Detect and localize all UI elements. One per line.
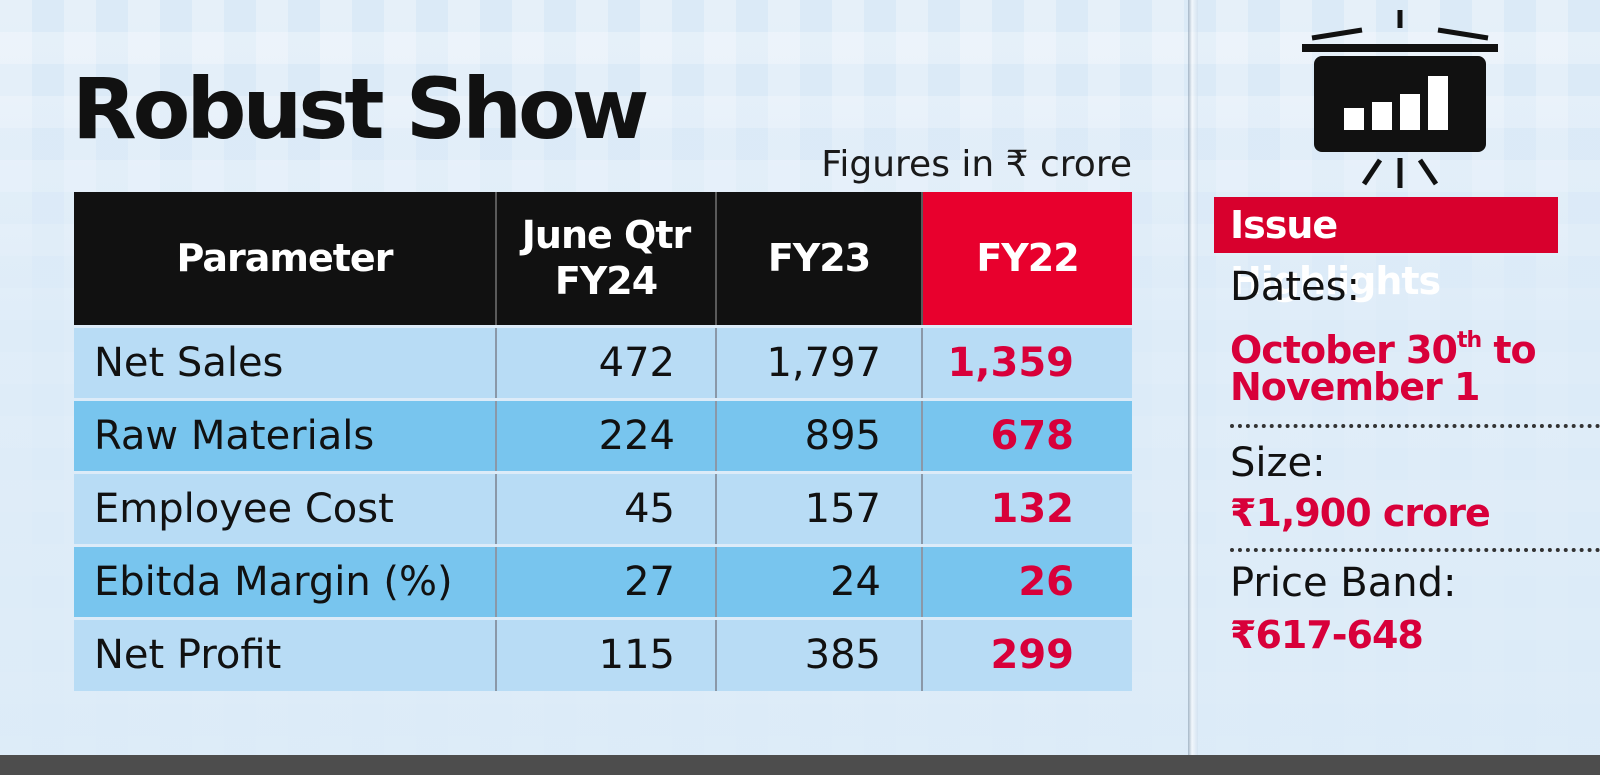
- dates-value-post: to: [1481, 328, 1536, 372]
- dotted-separator: [1230, 548, 1600, 552]
- header-june-line2: FY24: [554, 259, 658, 304]
- bottom-bar: [0, 755, 1600, 775]
- header-parameter: Parameter: [74, 192, 497, 326]
- header-june-line1: June Qtr: [521, 213, 691, 258]
- row-fy22: 26: [922, 543, 1132, 618]
- row-june: 115: [496, 616, 717, 691]
- presentation-chart-icon-svg: [1302, 10, 1498, 188]
- row-param: Ebitda Margin (%): [74, 543, 497, 618]
- table-row: Raw Materials 224 895 678: [74, 397, 1132, 472]
- price-band-value: ₹617-648: [1230, 613, 1424, 657]
- dotted-separator: [1230, 424, 1600, 428]
- row-june: 27: [496, 543, 717, 618]
- price-band-label: Price Band:: [1230, 560, 1457, 606]
- row-fy22: 1,359: [922, 324, 1132, 399]
- size-label: Size:: [1230, 440, 1326, 486]
- row-param: Net Sales: [74, 324, 497, 399]
- row-param: Net Profit: [74, 616, 497, 691]
- header-fy23: FY23: [716, 192, 923, 326]
- table-row: Employee Cost 45 157 132: [74, 470, 1132, 545]
- row-param: Employee Cost: [74, 470, 497, 545]
- dates-label: Dates:: [1230, 264, 1360, 310]
- dates-value-pre: October 30: [1230, 328, 1458, 372]
- header-fy22: FY22: [922, 192, 1132, 326]
- row-june: 45: [496, 470, 717, 545]
- row-fy22: 132: [922, 470, 1132, 545]
- header-june-qtr: June Qtr FY24: [496, 192, 717, 326]
- panel-divider: [1188, 0, 1198, 755]
- row-fy22: 299: [922, 616, 1132, 691]
- table-row: Net Sales 472 1,797 1,359: [74, 324, 1132, 399]
- presentation-chart-icon: [1302, 8, 1498, 190]
- row-fy23: 1,797: [716, 324, 923, 399]
- row-june: 472: [496, 324, 717, 399]
- financials-table: Parameter June Qtr FY24 FY23 FY22 Net Sa…: [74, 192, 1132, 691]
- table-header-row: Parameter June Qtr FY24 FY23 FY22: [74, 192, 1132, 326]
- table-row: Net Profit 115 385 299: [74, 616, 1132, 691]
- row-june: 224: [496, 397, 717, 472]
- row-fy23: 157: [716, 470, 923, 545]
- row-fy23: 385: [716, 616, 923, 691]
- table-row: Ebitda Margin (%) 27 24 26: [74, 543, 1132, 618]
- page-title: Robust Show: [72, 60, 649, 158]
- issue-highlights-title: Issue Highlights: [1214, 197, 1558, 303]
- dates-value-sup: th: [1456, 328, 1482, 353]
- row-fy23: 895: [716, 397, 923, 472]
- row-param: Raw Materials: [74, 397, 497, 472]
- dates-value-line1: October 30th to: [1230, 318, 1537, 373]
- size-value: ₹1,900 crore: [1230, 491, 1491, 535]
- dates-value-line2: November 1: [1230, 365, 1480, 409]
- row-fy23: 24: [716, 543, 923, 618]
- row-fy22: 678: [922, 397, 1132, 472]
- units-note: Figures in ₹ crore: [821, 144, 1132, 185]
